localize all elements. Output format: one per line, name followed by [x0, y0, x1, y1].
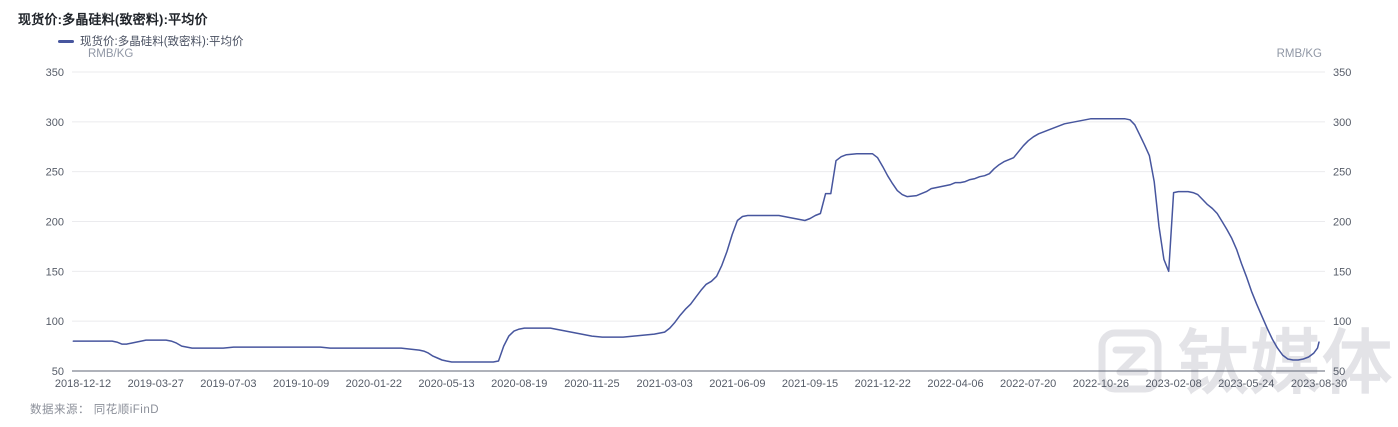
unit-label-left: RMB/KG [88, 48, 134, 60]
y-tick-label-right: 350 [1333, 67, 1351, 79]
y-tick-label-right: 150 [1333, 266, 1351, 278]
x-tick-label: 2019-03-27 [128, 378, 184, 390]
data-source: 数据来源： 同花顺iFinD [30, 404, 160, 416]
x-tick-label: 2020-11-25 [564, 378, 619, 390]
x-tick-label: 2021-06-09 [709, 378, 765, 390]
x-tick-label: 2023-05-24 [1218, 378, 1274, 390]
x-tick-label: 2018-12-12 [55, 378, 111, 390]
y-tick-label-left: 100 [46, 316, 64, 328]
y-tick-label-right: 200 [1333, 217, 1351, 229]
x-tick-label: 2023-02-08 [1145, 378, 1201, 390]
x-tick-label: 2021-12-22 [855, 378, 911, 390]
unit-label-right: RMB/KG [1276, 48, 1322, 60]
legend-line-marker [58, 39, 74, 43]
x-tick-label: 2021-03-03 [637, 378, 693, 390]
y-tick-label-right: 300 [1333, 117, 1351, 129]
y-tick-label-left: 150 [46, 266, 64, 278]
legend-label: 现货价:多晶硅料(致密料):平均价 [80, 36, 244, 48]
x-tick-label: 2019-10-09 [273, 378, 329, 390]
x-tick-label: 2022-07-20 [1000, 378, 1056, 390]
x-tick-label: 2021-09-15 [782, 378, 838, 390]
x-tick-label: 2019-07-03 [200, 378, 256, 390]
y-tick-label-right: 50 [1333, 366, 1345, 378]
x-tick-label: 2020-08-19 [491, 378, 547, 390]
chart-title: 现货价:多晶硅料(致密料):平均价 [18, 12, 208, 27]
x-tick-label: 2023-08-30 [1291, 378, 1347, 390]
y-tick-label-right: 250 [1333, 167, 1351, 179]
x-tick-label: 2022-04-06 [927, 378, 983, 390]
x-tick-label: 2020-05-13 [418, 378, 474, 390]
y-tick-label-right: 100 [1333, 316, 1351, 328]
x-tick-label: 2020-01-22 [346, 378, 402, 390]
y-tick-label-left: 250 [46, 167, 64, 179]
y-tick-label-left: 50 [52, 366, 64, 378]
y-tick-label-left: 200 [46, 217, 64, 229]
price-line [72, 118, 1320, 363]
x-tick-label: 2022-10-26 [1073, 378, 1129, 390]
y-tick-label-left: 300 [46, 117, 64, 129]
y-tick-label-left: 350 [46, 67, 64, 79]
legend: 现货价:多晶硅料(致密料):平均价 [58, 33, 244, 49]
